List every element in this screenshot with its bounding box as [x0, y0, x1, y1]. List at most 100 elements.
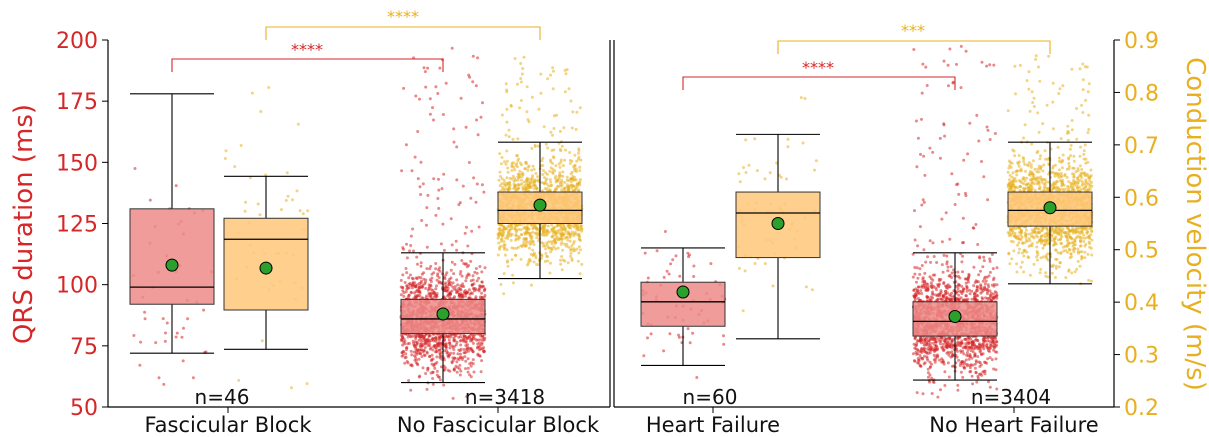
qrs-p0-c1-point: [435, 278, 439, 282]
cv-p0-c1-point: [522, 242, 526, 246]
qrs-p0-c1-point: [447, 338, 451, 342]
cv-p0-c1-point: [544, 171, 548, 175]
cv-p0-c1-point: [521, 67, 525, 70]
qrs-p1-c1-point: [988, 289, 992, 293]
qrs-p1-c1-point: [962, 352, 966, 356]
cv-p0-c1-point: [560, 237, 564, 241]
qrs-p1-c1-point: [946, 265, 950, 269]
cv-p0-c0-point: [280, 208, 283, 212]
qrs-p1-c1-point: [972, 341, 976, 345]
cv-p0-c1-point: [561, 174, 565, 178]
cv-p0-c1-point: [558, 148, 562, 151]
qrs-p1-c1-point: [964, 281, 968, 285]
qrs-p0-c0-point: [133, 167, 137, 170]
qrs-p0-c1-point: [429, 346, 433, 350]
cv-p0-c1-point: [570, 244, 574, 248]
qrs-p1-c1-point: [973, 366, 977, 370]
qrs-p1-c0-point: [692, 275, 696, 278]
qrs-p0-c1-point: [422, 337, 426, 341]
cv-p0-c1-point: [572, 234, 576, 238]
cv-p0-c1-point: [513, 168, 517, 172]
qrs-p0-c1-point: [405, 287, 409, 291]
qrs-p1-c1-point: [972, 297, 976, 301]
qrs-p1-c1-point: [911, 252, 915, 256]
cv-p0-c1-point: [499, 239, 503, 243]
qrs-p0-c1-point: [413, 340, 417, 344]
qrs-p1-c1-point: [948, 285, 952, 289]
qrs-p1-c0-point: [646, 276, 650, 280]
qrs-p0-c1-point: [438, 338, 441, 342]
qrs-p0-c1-point: [463, 355, 467, 359]
cv-p0-c1-point: [519, 99, 523, 102]
qrs-p1-c1-point: [929, 277, 933, 281]
qrs-p1-c1-point: [938, 136, 942, 140]
qrs-p0-c0-point: [138, 363, 142, 367]
qrs-p0-c1-point: [464, 340, 468, 343]
qrs-p1-c1-point: [960, 360, 964, 364]
qrs-p0-c1-point: [407, 293, 411, 297]
qrs-p0-c1-point: [471, 336, 475, 340]
qrs-p1-c1-point: [993, 342, 997, 345]
qrs-p1-c1-point: [951, 81, 955, 85]
qrs-p1-c1-point: [915, 391, 919, 395]
qrs-p1-c0-point: [671, 258, 675, 262]
qrs-p0-c0-point: [132, 334, 136, 337]
cv-p1-c0-point: [813, 168, 816, 172]
cv-p0-c1-point: [528, 246, 531, 250]
qrs-p1-c1-point: [918, 363, 922, 367]
qrs-p1-c1-point: [968, 292, 972, 296]
cv-p0-c1-point: [530, 168, 534, 172]
qrs-p0-c1-point: [404, 143, 408, 147]
qrs-p0-c1-point: [462, 334, 466, 338]
qrs-p1-c1-point: [971, 382, 975, 386]
qrs-p0-c1-point: [482, 289, 486, 293]
qrs-p0-c1-point: [443, 277, 447, 281]
qrs-p0-c1-point: [440, 281, 443, 285]
cv-p0-c1-point: [567, 179, 571, 183]
qrs-p1-c1-point: [992, 284, 996, 288]
qrs-p1-c1-point: [941, 360, 945, 364]
qrs-p1-c1-point: [941, 270, 945, 274]
cv-p0-c1-point: [500, 156, 504, 159]
qrs-p0-c1-point: [482, 190, 486, 194]
cv-p0-c1-point: [580, 262, 584, 266]
qrs-p1-c1-point: [946, 340, 950, 344]
qrs-p0-c1-point: [427, 341, 431, 345]
qrs-p0-c1-point: [435, 369, 439, 373]
qrs-p0-c1-point: [413, 354, 416, 358]
qrs-p0-c1-point: [416, 349, 420, 353]
qrs-p0-c1-point: [445, 285, 449, 289]
qrs-p0-c1-point: [451, 281, 455, 285]
cv-p0-c1-point: [574, 223, 578, 227]
cv-p0-c1-point: [531, 164, 535, 168]
qrs-p0-c1-point: [459, 270, 463, 273]
qrs-p0-c1-point: [475, 182, 479, 186]
cv-p1-c1-point: [1015, 270, 1019, 274]
cv-p0-c1-point: [542, 125, 546, 129]
cv-p1-c1-point: [1013, 64, 1017, 68]
qrs-p0-c1-point: [438, 348, 442, 352]
qrs-p1-c1-point: [939, 388, 942, 392]
qrs-p0-c1-point: [438, 354, 442, 358]
qrs-p1-c1-point: [922, 248, 926, 252]
cv-p1-c0-point: [743, 269, 747, 273]
cv-p0-c1-point: [569, 248, 572, 252]
cv-p0-c1-point: [539, 91, 543, 95]
qrs-p1-c1-point: [964, 345, 968, 349]
qrs-p0-c1-point: [439, 365, 443, 369]
qrs-p1-c1-point: [941, 345, 945, 349]
qrs-p1-c1-point: [972, 284, 976, 288]
qrs-p1-c1-point: [983, 361, 987, 364]
qrs-p1-c1-point: [920, 351, 924, 354]
qrs-p0-c1-point: [419, 261, 423, 265]
cv-p0-c1-point: [549, 160, 553, 164]
qrs-p1-c1-point: [938, 358, 942, 362]
qrs-p0-c1-point: [434, 213, 438, 217]
qrs-p0-c1-point: [423, 340, 427, 343]
qrs-p1-c1-point: [923, 173, 927, 177]
qrs-p1-c1-point: [941, 342, 945, 346]
qrs-p1-c1-point: [988, 270, 992, 274]
cv-p0-c1-point: [573, 153, 577, 157]
qrs-p1-c1-point: [948, 337, 952, 340]
cv-p0-c1-point: [530, 95, 534, 99]
